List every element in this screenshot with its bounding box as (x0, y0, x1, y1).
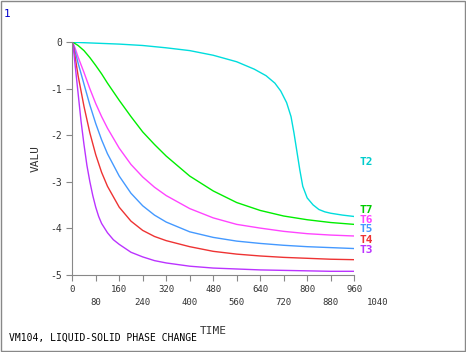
Text: 560: 560 (229, 298, 245, 307)
Text: 1040: 1040 (367, 298, 388, 307)
Text: 960: 960 (346, 285, 362, 294)
Text: 400: 400 (182, 298, 198, 307)
Text: 240: 240 (135, 298, 151, 307)
Text: TIME: TIME (200, 326, 226, 336)
Text: 80: 80 (90, 298, 101, 307)
Text: 160: 160 (111, 285, 127, 294)
Text: 720: 720 (275, 298, 292, 307)
Text: VALU: VALU (31, 145, 41, 172)
Text: 1: 1 (4, 9, 10, 19)
Text: 0: 0 (69, 285, 75, 294)
Text: 320: 320 (158, 285, 174, 294)
Text: T7: T7 (360, 205, 373, 214)
Text: 640: 640 (252, 285, 268, 294)
Text: T3: T3 (360, 245, 373, 256)
Text: T6: T6 (360, 215, 373, 225)
Text: 880: 880 (322, 298, 339, 307)
Text: T2: T2 (360, 157, 373, 167)
Text: T4: T4 (360, 235, 373, 245)
Text: 800: 800 (299, 285, 315, 294)
Text: 480: 480 (205, 285, 221, 294)
Text: T5: T5 (360, 224, 373, 234)
Text: VM104, LIQUID-SOLID PHASE CHANGE: VM104, LIQUID-SOLID PHASE CHANGE (9, 333, 197, 343)
